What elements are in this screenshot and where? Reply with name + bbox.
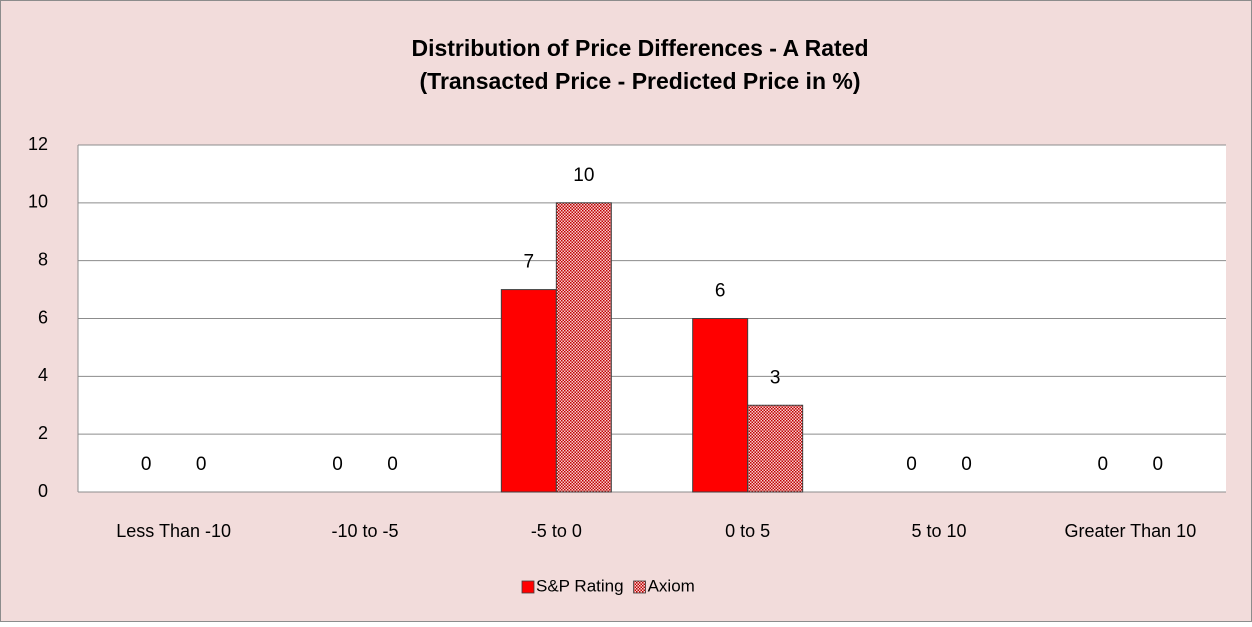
y-tick-label: 10	[28, 192, 48, 212]
x-tick-label: 5 to 10	[911, 521, 966, 541]
data-label: 0	[1098, 454, 1109, 475]
chart-title: Distribution of Price Differences - A Ra…	[411, 35, 868, 61]
data-label: 0	[141, 454, 152, 475]
bar	[692, 318, 749, 493]
x-tick-label: Greater Than 10	[1064, 521, 1196, 541]
data-label: 0	[961, 454, 972, 475]
bar	[500, 289, 557, 493]
data-label: 10	[573, 165, 594, 186]
data-label: 0	[196, 454, 207, 475]
y-tick-label: 0	[38, 481, 48, 501]
data-label: 0	[332, 454, 343, 475]
x-tick-label: -5 to 0	[531, 521, 582, 541]
x-tick-label: Less Than -10	[116, 521, 231, 541]
legend-label: S&P Rating	[536, 576, 624, 595]
chart-subtitle: (Transacted Price - Predicted Price in %…	[420, 68, 861, 94]
legend-label: Axiom	[648, 576, 695, 595]
bar	[747, 404, 804, 493]
legend-swatch	[521, 580, 535, 594]
bar	[555, 202, 612, 493]
y-tick-label: 6	[38, 307, 48, 327]
x-tick-label: 0 to 5	[725, 521, 770, 541]
y-tick-label: 2	[38, 423, 48, 443]
data-label: 0	[1153, 454, 1164, 475]
data-label: 0	[387, 454, 398, 475]
data-label: 6	[715, 281, 726, 302]
legend-swatch	[633, 580, 646, 594]
data-label: 7	[524, 252, 535, 273]
data-label: 3	[770, 367, 781, 388]
data-label: 0	[906, 454, 917, 475]
y-tick-label: 8	[38, 249, 48, 269]
x-tick-label: -10 to -5	[331, 521, 398, 541]
y-tick-label: 4	[38, 365, 48, 385]
y-tick-label: 12	[28, 134, 48, 154]
